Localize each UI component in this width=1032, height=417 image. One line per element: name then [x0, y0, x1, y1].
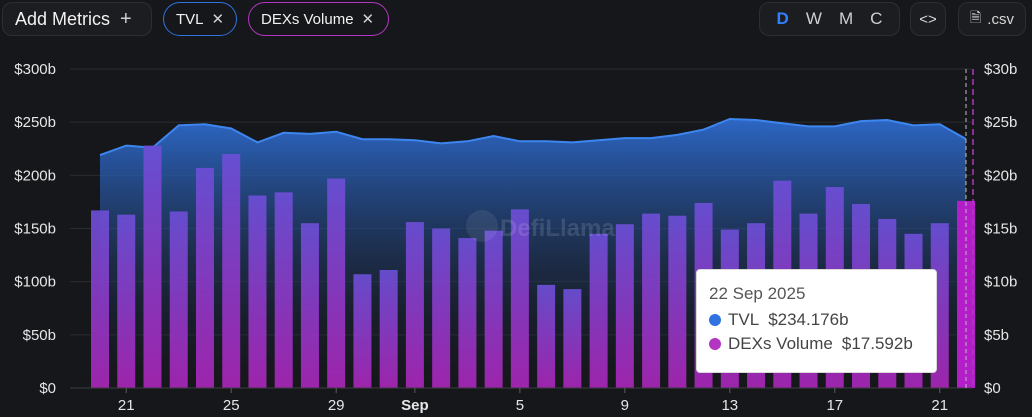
left-axis-tick-label: $100b [14, 274, 56, 291]
granularity-month-button[interactable]: M [838, 9, 854, 28]
legend-dot-icon [709, 338, 721, 350]
tooltip-series-name: TVL [728, 310, 760, 329]
tvl-line [99, 117, 967, 157]
dexs-volume-bar [484, 230, 503, 388]
watermark-text: DefiLlama [500, 215, 615, 242]
granularity-selector: D W M C [759, 2, 900, 36]
metric-pill-label: TVL [176, 10, 204, 28]
right-axis-tick-label: $30b [984, 61, 1017, 78]
right-axis-tick-label: $10b [984, 274, 1017, 291]
llama-logo-icon [466, 210, 498, 242]
download-csv-button[interactable]: 🗎 .csv [958, 2, 1026, 36]
close-icon[interactable]: ✕ [361, 11, 375, 28]
dexs-volume-bar [458, 238, 477, 388]
dexs-volume-bar [195, 167, 214, 388]
close-icon[interactable]: ✕ [211, 11, 225, 28]
x-axis-tick-label: 21 [931, 397, 948, 414]
granularity-day-button[interactable]: D [776, 9, 789, 28]
dexs-volume-bar [169, 211, 188, 388]
right-axis-tick-label: $20b [984, 167, 1017, 184]
dexs-volume-bar [510, 209, 529, 388]
dexs-volume-bar [432, 228, 451, 388]
chart-tooltip: 22 Sep 2025 TVL $234.176b DEXs Volume $1… [696, 269, 937, 373]
dexs-volume-bar [615, 224, 634, 388]
granularity-cumulative-button[interactable]: C [870, 9, 883, 28]
file-download-icon: 🗎 [970, 9, 982, 25]
dexs-volume-bar [353, 274, 372, 388]
x-axis-tick-label: 5 [516, 397, 524, 414]
x-axis-tick-label: 25 [223, 397, 240, 414]
dexs-volume-bar [642, 213, 661, 388]
metric-pill-label: DEXs Volume [261, 10, 354, 28]
csv-label: .csv [987, 10, 1014, 28]
tooltip-series-value: $17.592b [841, 334, 913, 353]
dexs-volume-bar [91, 210, 109, 388]
watermark: DefiLlama [466, 210, 615, 242]
metric-pill-dexs-volume[interactable]: DEXs Volume ✕ [248, 2, 389, 36]
left-axis: $0 $50b $100b $150b $200b $250b $300b [14, 61, 56, 397]
dexs-volume-bar [117, 214, 136, 388]
dexs-volume-bar [537, 284, 556, 388]
legend-dot-icon [709, 314, 721, 326]
left-axis-tick-label: $250b [14, 114, 56, 131]
x-axis-tick-label: 17 [826, 397, 843, 414]
add-metrics-label: Add Metrics [15, 8, 111, 29]
granularity-week-button[interactable]: W [805, 9, 822, 28]
dexs-volume-bar [563, 289, 582, 388]
right-axis-tick-label: $25b [984, 114, 1017, 131]
left-axis-tick-label: $0 [39, 380, 56, 397]
dexs-volume-bar [589, 233, 608, 388]
x-axis: 21 25 29 Sep 5 9 13 17 21 [70, 387, 972, 414]
dexs-volume-bar [274, 192, 293, 388]
embed-button[interactable]: <> [910, 2, 946, 36]
add-metrics-button[interactable]: Add Metrics + [2, 2, 152, 36]
dexs-volume-bar [300, 223, 319, 388]
left-axis-tick-label: $50b [23, 327, 56, 344]
metric-pill-tvl[interactable]: TVL ✕ [163, 2, 237, 36]
dexs-volume-bar [379, 269, 398, 388]
toolbar: Add Metrics + TVL ✕ DEXs Volume ✕ D W M … [0, 0, 1032, 40]
x-axis-tick-label: 13 [721, 397, 738, 414]
right-axis-tick-label: $15b [984, 221, 1017, 238]
code-icon: <> [919, 10, 937, 28]
dexs-volume-bar [668, 215, 687, 388]
tooltip-row-dexs-volume: DEXs Volume $17.592b [709, 334, 936, 354]
left-axis-tick-label: $300b [14, 61, 56, 78]
right-axis-tick-label: $0 [984, 380, 1001, 397]
right-axis: $0 $5b $10b $15b $20b $25b $30b [984, 61, 1017, 397]
x-axis-tick-label: Sep [401, 397, 429, 414]
plus-icon: + [120, 7, 132, 30]
tooltip-date: 22 Sep 2025 [709, 284, 806, 303]
dexs-volume-bar [143, 145, 162, 388]
dexs-volume-bar [248, 195, 267, 388]
tooltip-series-value: $234.176b [768, 310, 849, 329]
right-axis-tick-label: $5b [984, 327, 1009, 344]
tooltip-series-name: DEXs Volume [728, 334, 833, 353]
x-axis-tick-label: 9 [621, 397, 629, 414]
dexs-volume-bar [222, 154, 241, 388]
tooltip-row-tvl: TVL $234.176b [709, 310, 936, 330]
x-axis-tick-label: 29 [328, 397, 345, 414]
hover-cursor [965, 69, 974, 388]
left-axis-tick-label: $150b [14, 221, 56, 238]
dexs-volume-bar [327, 178, 346, 388]
x-axis-tick-label: 21 [118, 397, 135, 414]
left-axis-tick-label: $200b [14, 167, 56, 184]
dexs-volume-bar [405, 222, 424, 388]
